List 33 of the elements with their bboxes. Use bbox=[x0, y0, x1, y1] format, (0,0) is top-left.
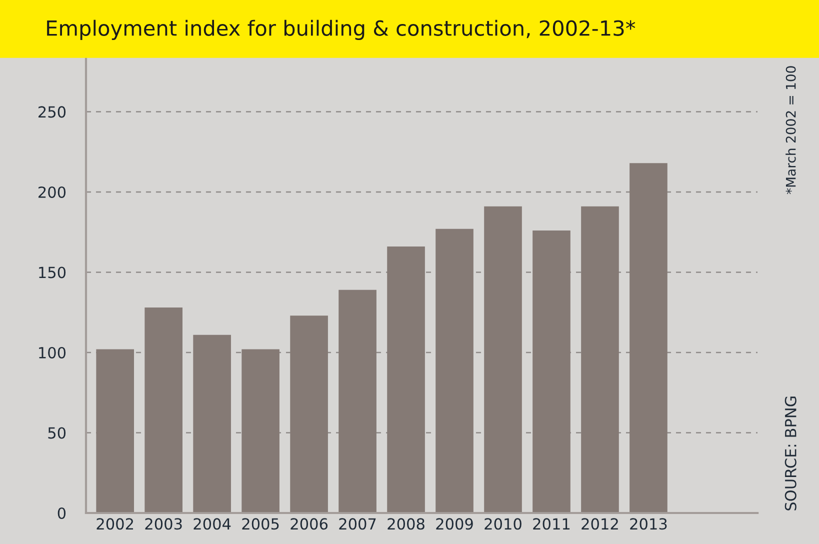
x-tick-label: 2009 bbox=[436, 518, 473, 530]
y-tick-label: 200 bbox=[38, 186, 66, 198]
x-tick-label: 2008 bbox=[388, 518, 424, 530]
x-tick-label: 2011 bbox=[533, 518, 570, 530]
bar bbox=[338, 290, 376, 513]
bar bbox=[193, 334, 231, 513]
bar bbox=[144, 308, 182, 513]
x-tick-label: 2012 bbox=[582, 518, 618, 530]
x-tick-label: 2010 bbox=[484, 518, 522, 530]
x-tick-label: 2013 bbox=[630, 518, 667, 530]
y-tick-label: 150 bbox=[39, 266, 66, 278]
bar bbox=[484, 206, 522, 513]
bar bbox=[532, 230, 570, 513]
bar bbox=[436, 228, 474, 513]
x-tick-label: 2005 bbox=[242, 518, 279, 530]
y-tick-label: 50 bbox=[48, 427, 66, 439]
bar bbox=[581, 206, 619, 513]
bar bbox=[96, 349, 134, 513]
x-tick-label: 2003 bbox=[145, 518, 182, 530]
bar bbox=[630, 163, 668, 513]
y-tick-label: 0 bbox=[58, 507, 66, 520]
x-tick-label: 2002 bbox=[96, 518, 133, 530]
text: *March 2002 = 100 bbox=[786, 66, 796, 194]
bar bbox=[387, 246, 425, 513]
y-tick-label: 250 bbox=[38, 106, 66, 118]
bar bbox=[242, 349, 280, 513]
source-note: SOURCE: BPNG bbox=[784, 396, 796, 510]
chart-title: Employment index for building & construction, 2002-13* bbox=[47, 20, 636, 40]
bar bbox=[290, 316, 328, 513]
x-tick-label: 2004 bbox=[194, 518, 231, 530]
x-tick-label: 2006 bbox=[290, 518, 328, 530]
y-tick-label: 100 bbox=[39, 346, 66, 359]
x-tick-label: 2007 bbox=[339, 518, 376, 530]
